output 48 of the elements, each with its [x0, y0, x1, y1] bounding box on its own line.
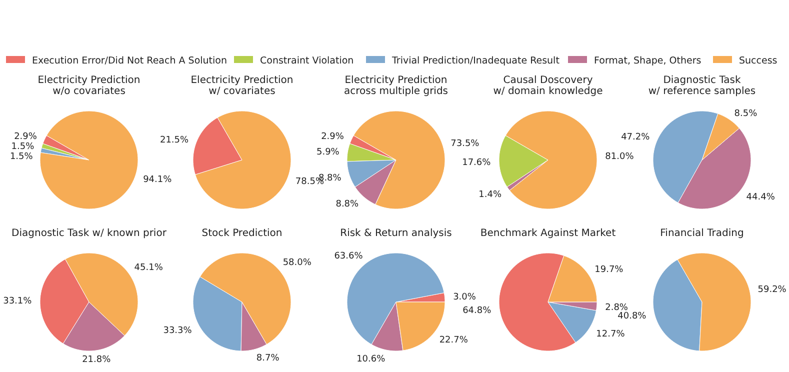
text: Electricity Prediction w/o covariates [38, 75, 140, 97]
chart-title: Diagnostic Task w/ reference samples [648, 75, 756, 97]
legend-label: Success [739, 55, 778, 66]
data-label: 64.8% [462, 306, 492, 316]
data-label: 73.5% [450, 138, 480, 149]
data-label: 21.5% [160, 135, 190, 146]
legend-label: Format, Shape, Others [594, 55, 702, 66]
data-label: 45.1% [134, 262, 164, 273]
pie-slice [40, 110, 138, 210]
data-label: 8.8% [336, 200, 360, 210]
data-label: 2.9% [321, 132, 344, 142]
chart-title: Electricity Prediction w/ covariates [190, 75, 294, 97]
chart-title: Electricity Prediction across multiple grids [344, 75, 448, 97]
chart-title: Financial Trading [660, 228, 744, 239]
data-label: 59.2% [758, 284, 787, 295]
data-label: 1.5% [11, 142, 35, 152]
data-label: 22.7% [439, 336, 468, 346]
data-label: 40.8% [618, 311, 647, 322]
data-label: 58.0% [282, 258, 312, 268]
chart-title: Risk & Return analysis [340, 228, 452, 239]
data-label: 1.4% [478, 190, 502, 200]
data-label: 47.2% [621, 132, 650, 143]
chart-title: Stock Prediction [202, 228, 282, 239]
chart-title: Causal Doscovery w/ domain knowledge [493, 75, 603, 97]
data-label: 12.7% [596, 329, 626, 340]
data-label: 19.7% [594, 264, 624, 275]
data-label: 44.4% [746, 192, 776, 203]
legend-label: Execution Error/Did Not Reach A Solution [32, 55, 227, 66]
data-label: 8.7% [256, 354, 280, 364]
data-label: 2.8% [605, 303, 628, 314]
legend-label: Trivial Prediction/Inadequate Result [391, 55, 560, 66]
data-label: 17.6% [462, 158, 492, 168]
data-label: 94.1% [143, 175, 172, 186]
data-label: 10.6% [356, 354, 386, 364]
data-label: 5.9% [316, 147, 340, 158]
data-label: 2.9% [14, 132, 38, 142]
data-label: 81.0% [605, 152, 634, 162]
data-label: 33.3% [163, 326, 192, 336]
data-label: 21.8% [82, 355, 112, 366]
legend-label: Constraint Violation [260, 55, 354, 66]
data-label: 63.6% [334, 251, 364, 262]
data-label: 33.1% [3, 296, 32, 307]
data-label: 1.5% [10, 152, 34, 162]
pie-slice [194, 110, 292, 210]
data-label: 3.0% [453, 292, 476, 303]
data-label: 8.5% [734, 108, 758, 119]
chart-title: Diagnostic Task w/ known prior [12, 228, 168, 239]
chart-title: Benchmark Against Market [480, 228, 616, 239]
